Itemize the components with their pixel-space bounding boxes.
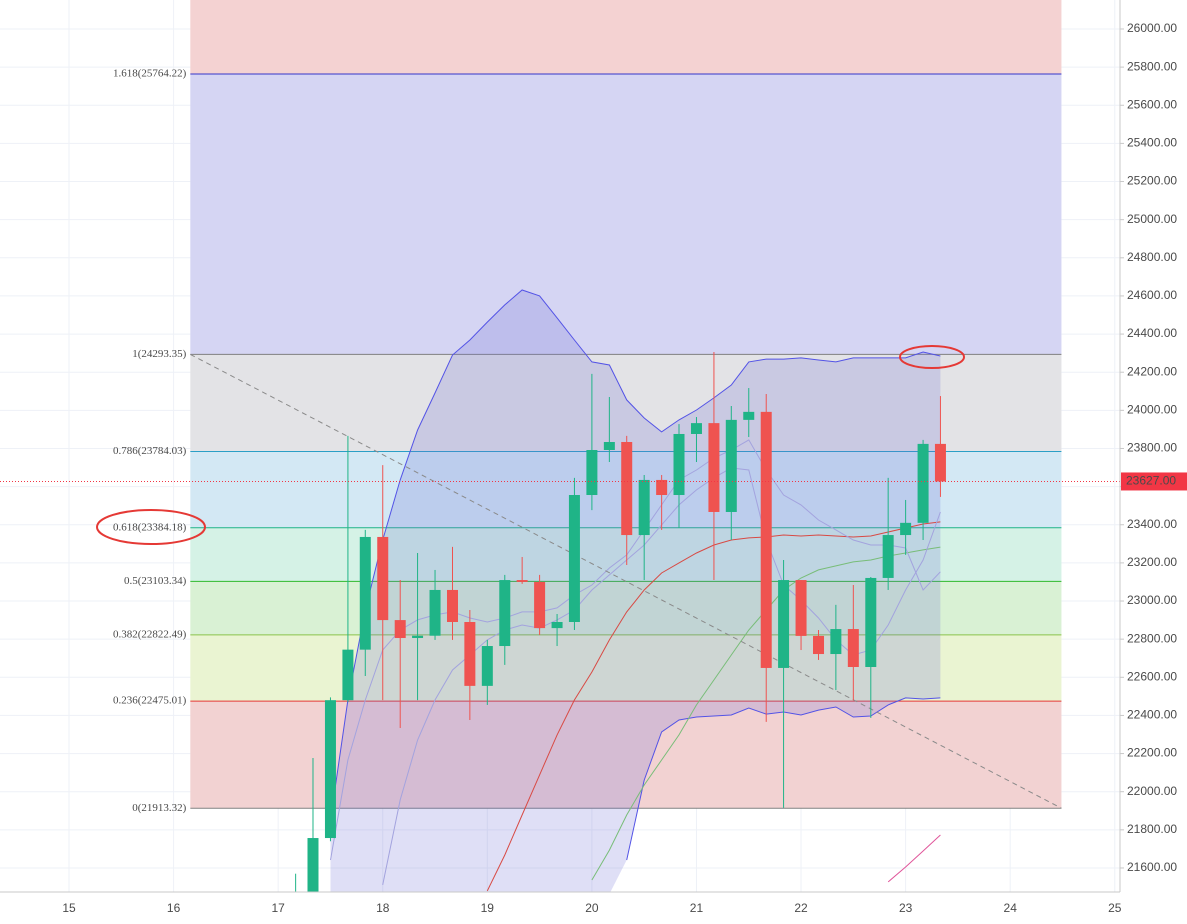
indicator-line [887, 834, 941, 883]
y-tick-label: 25600.00 [1127, 97, 1177, 111]
x-tick-label: 17 [271, 901, 285, 915]
y-tick-label: 23200.00 [1127, 555, 1177, 569]
candle-body [551, 621, 563, 629]
y-tick-label: 23000.00 [1127, 593, 1177, 607]
y-tick-label: 22000.00 [1127, 784, 1177, 798]
y-tick-label: 22800.00 [1127, 631, 1177, 645]
candle-body [760, 411, 772, 668]
y-tick-label: 25000.00 [1127, 212, 1177, 226]
plot-area: 1.618(25764.22) 1(24293.35) 0.786(23784.03… [0, 0, 1120, 907]
candle-body [865, 577, 877, 667]
candle-body [534, 581, 546, 629]
y-tick-label: 24200.00 [1127, 364, 1177, 378]
candle-body [830, 629, 842, 655]
fib-level-label: 0.618(23384.18) [113, 521, 187, 533]
candle-body [690, 423, 702, 434]
y-tick-label: 24800.00 [1127, 250, 1177, 264]
fib-level-label: 1.618(25764.22) [113, 67, 187, 79]
fib-level-label: 0.786(23784.03) [113, 445, 187, 457]
last-price-tag [1121, 472, 1187, 491]
last-price-label: 23627.00 [1126, 474, 1176, 488]
y-tick-label: 23800.00 [1127, 441, 1177, 455]
x-tick-label: 15 [62, 901, 76, 915]
candle-body [795, 580, 807, 636]
candle-body [900, 522, 912, 536]
candle-body [324, 700, 336, 839]
candle-body [725, 419, 737, 512]
y-tick-label: 22400.00 [1127, 708, 1177, 722]
x-tick-label: 20 [585, 901, 599, 915]
candle-body [778, 580, 790, 668]
x-tick-label: 16 [167, 901, 181, 915]
x-tick-label: 25 [1108, 901, 1122, 915]
x-tick-label: 19 [481, 901, 495, 915]
fib-level-label: 0.236(22475.01) [113, 695, 187, 707]
x-tick-label: 21 [690, 901, 704, 915]
candle-body [429, 589, 441, 636]
fib-level-label: 0.5(23103.34) [124, 575, 187, 587]
y-tick-label: 23400.00 [1127, 517, 1177, 531]
y-tick-label: 21600.00 [1127, 860, 1177, 874]
x-tick-label: 24 [1004, 901, 1018, 915]
fib-level-label: 0(21913.32) [132, 802, 186, 814]
candle-body [481, 646, 493, 686]
candle-body [342, 649, 354, 701]
y-tick-label: 25200.00 [1127, 174, 1177, 188]
y-tick-label: 22200.00 [1127, 746, 1177, 760]
candle-body [847, 629, 859, 667]
highlight-ellipse [96, 509, 206, 545]
candle-body [586, 450, 598, 496]
candle-body [603, 441, 615, 451]
candle-body [446, 589, 458, 622]
band-upper-line [330, 289, 941, 820]
highlight-ellipse [899, 345, 965, 369]
fib-level-label: 1(24293.35) [132, 348, 186, 360]
trend-line [190, 353, 1062, 809]
y-tick-label: 25400.00 [1127, 136, 1177, 150]
fib-level-label: 0.382(22822.49) [113, 628, 187, 640]
candle-body [377, 536, 389, 621]
candle-body [412, 635, 424, 639]
y-tick-label: 26000.00 [1127, 21, 1177, 35]
fib-zone [190, 0, 1062, 74]
y-tick-label: 24600.00 [1127, 288, 1177, 302]
annotations [96, 345, 965, 545]
candle-body [882, 535, 894, 578]
candle-body [307, 838, 319, 892]
candle-body [708, 423, 720, 512]
candle-body [743, 411, 755, 420]
candle-body [568, 495, 580, 622]
candle-body [516, 580, 528, 582]
candle-body [917, 443, 929, 523]
candle-body [464, 621, 476, 686]
y-tick-label: 24000.00 [1127, 403, 1177, 417]
candle-body [673, 433, 685, 496]
fib-zone [190, 634, 1062, 702]
candle-body [813, 635, 825, 655]
candle-body [290, 897, 301, 907]
y-tick-label: 25800.00 [1127, 59, 1177, 73]
candle-body [359, 536, 371, 650]
fib-zone [190, 581, 1062, 635]
y-tick-label: 24400.00 [1127, 326, 1177, 340]
y-tick-label: 21800.00 [1127, 822, 1177, 836]
x-tick-label: 23 [899, 901, 913, 915]
candle-body [638, 479, 650, 536]
candle-body [394, 620, 406, 639]
candle-body [499, 580, 511, 647]
candle-body [621, 441, 633, 536]
fib-zone [190, 73, 1062, 355]
x-tick-label: 18 [376, 901, 390, 915]
candle-body [934, 443, 946, 482]
y-tick-label: 22600.00 [1127, 669, 1177, 683]
fib-zone [190, 354, 1062, 452]
band-fill [330, 290, 941, 892]
x-tick-label: 22 [794, 901, 808, 915]
candle-body [656, 479, 668, 496]
